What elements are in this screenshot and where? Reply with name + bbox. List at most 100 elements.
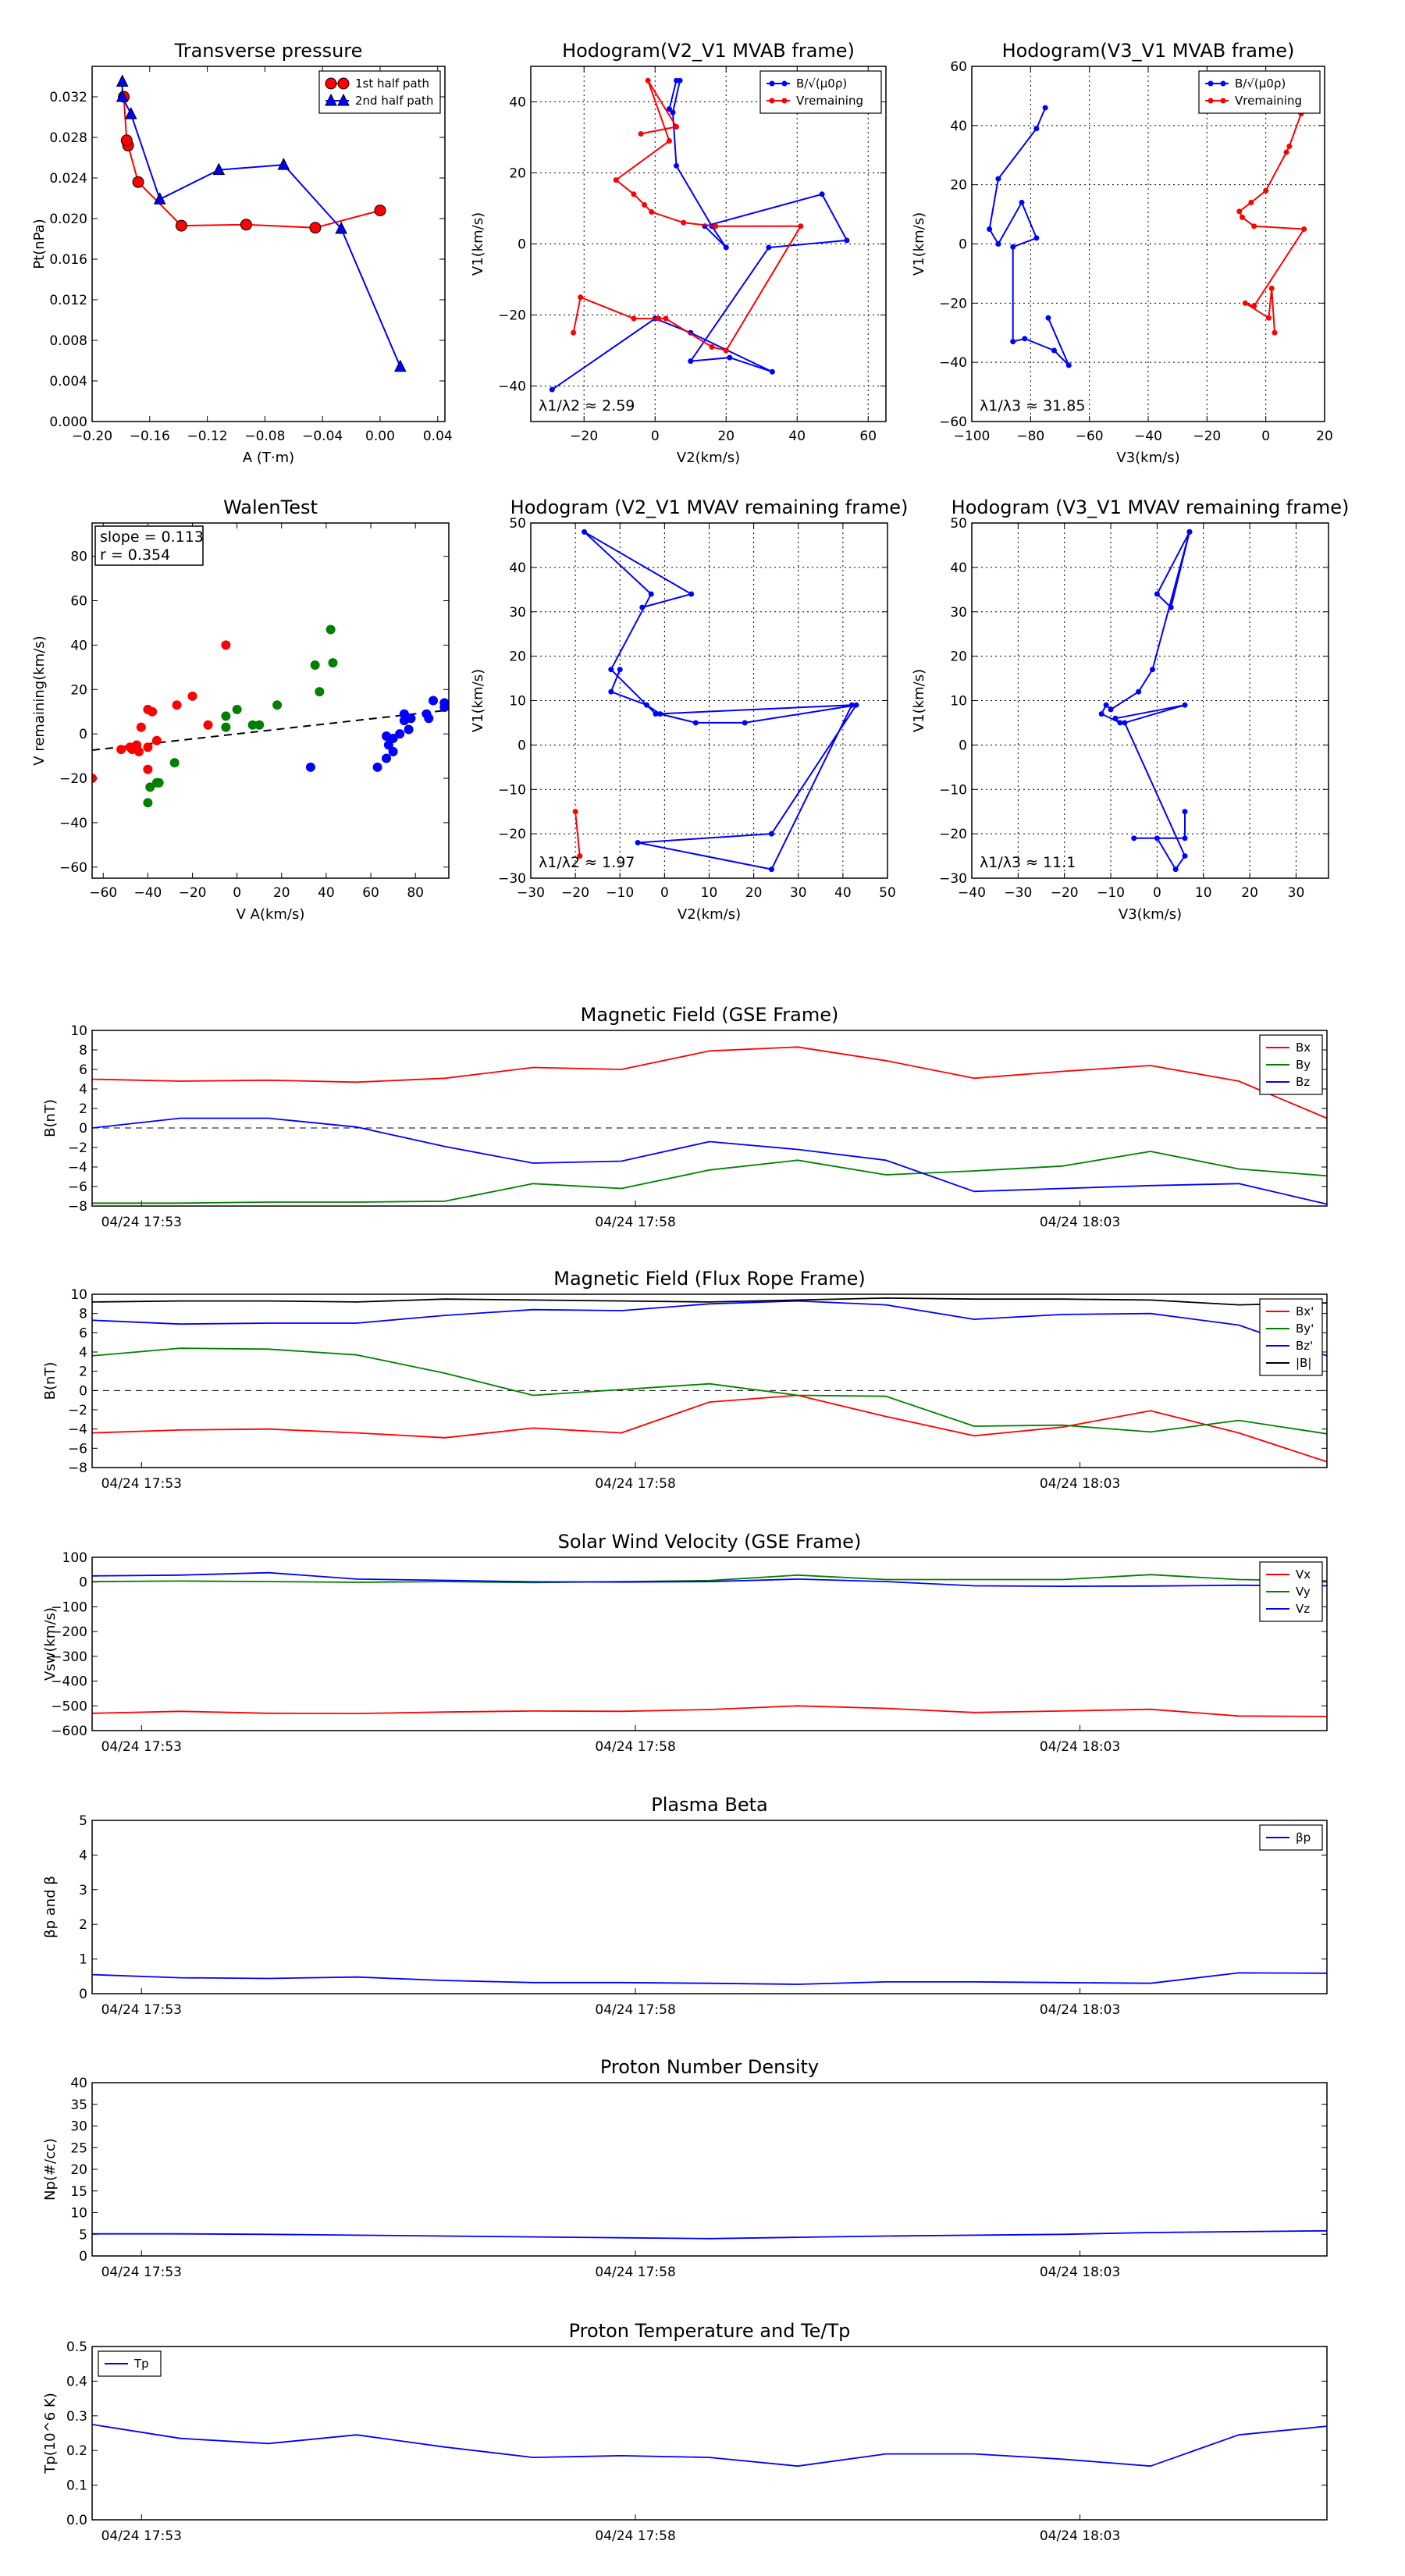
series-line-2: [1238, 113, 1305, 333]
x-tick-label: −10: [606, 885, 634, 901]
series-line-2: [92, 1151, 1327, 1204]
legend-label: 1st half path: [355, 76, 429, 91]
chart-title: Hodogram(V3_V1 MVAB frame): [1002, 40, 1295, 62]
y-tick-label: 20: [950, 649, 967, 665]
y-axis-label: V1(km/s): [470, 669, 486, 732]
y-tick-label: −60: [59, 860, 87, 876]
y-tick-label: 2: [79, 1101, 87, 1117]
data-point: [1251, 303, 1257, 309]
data-point: [657, 711, 663, 717]
x-tick-label: −30: [517, 885, 545, 901]
y-tick-label: 0.000: [49, 415, 87, 430]
data-point: [1186, 528, 1193, 535]
data-point: [153, 192, 166, 205]
legend-label: Bx: [1296, 1041, 1311, 1055]
plot-area: [92, 1297, 1327, 1463]
y-tick-label: −40: [59, 816, 87, 831]
legend-marker: [325, 93, 337, 106]
x-axis-label: V3(km/s): [1119, 906, 1182, 923]
y-tick-label: 2: [79, 1364, 87, 1380]
series-line-4: [92, 1297, 1327, 1306]
y-tick-label: 15: [70, 2184, 87, 2200]
data-point: [143, 742, 153, 753]
data-point: [1283, 149, 1289, 155]
data-point: [187, 691, 197, 701]
plot-area: [92, 1972, 1327, 1985]
data-point: [768, 866, 774, 873]
y-tick-label: 0.3: [66, 2409, 87, 2425]
data-point: [742, 720, 748, 726]
fit-stats-box: [94, 525, 204, 566]
x-tick-label: 60: [362, 885, 379, 901]
y-tick-label: 40: [509, 560, 526, 576]
y-tick-label: −30: [939, 871, 967, 887]
x-tick-label: 04/24 17:58: [595, 2002, 675, 2018]
x-tick-label: −20: [570, 429, 598, 444]
axes-frame: [91, 66, 446, 422]
data-point: [315, 687, 325, 697]
data-point: [240, 219, 252, 231]
chart-title: Transverse pressure: [174, 40, 363, 62]
x-tick-label: 04/24 18:03: [1040, 2265, 1120, 2280]
y-tick-label: 4: [79, 1082, 87, 1098]
y-tick-label: 10: [70, 1023, 87, 1039]
data-point: [395, 729, 405, 739]
x-tick-label: 10: [701, 885, 718, 901]
data-point: [635, 840, 641, 845]
y-tick-label: 40: [950, 560, 967, 576]
data-point: [645, 77, 651, 84]
y-tick-label: 50: [509, 516, 526, 532]
x-tick-label: 0: [660, 885, 669, 901]
plot-area: [92, 2424, 1327, 2467]
data-point: [325, 624, 336, 635]
y-tick-label: 40: [70, 638, 87, 653]
data-point: [172, 700, 182, 710]
x-tick-label: −30: [1004, 885, 1032, 901]
data-point: [151, 735, 162, 745]
data-point: [305, 762, 315, 772]
data-point: [572, 809, 578, 815]
y-tick-label: 10: [509, 694, 526, 710]
legend-marker: [337, 93, 350, 106]
data-point: [653, 711, 659, 717]
y-tick-label: 4: [79, 1848, 87, 1863]
y-axis-label: Tp(10^6 K): [42, 2393, 59, 2474]
y-tick-label: −20: [939, 296, 967, 311]
data-point: [439, 703, 449, 713]
y-tick-label: 0: [518, 738, 526, 753]
x-tick-label: 40: [318, 885, 335, 901]
y-tick-label: 2: [79, 1917, 87, 1933]
y-tick-label: 4: [79, 1345, 87, 1361]
x-axis-label: V2(km/s): [677, 450, 740, 466]
x-tick-label: −0.16: [130, 429, 170, 444]
chart-title: Hodogram(V2_V1 MVAB frame): [562, 40, 855, 62]
y-tick-label: −100: [51, 1599, 87, 1615]
x-tick-label: −80: [1016, 429, 1044, 444]
x-tick-label: −20: [561, 885, 589, 901]
data-point: [638, 130, 644, 137]
x-tick-label: −20: [179, 885, 207, 901]
data-point: [232, 704, 242, 714]
y-tick-label: 30: [509, 605, 526, 621]
x-tick-label: −0.04: [302, 429, 343, 444]
data-point: [995, 176, 1001, 182]
data-point: [382, 753, 392, 763]
data-point: [631, 315, 637, 322]
legend: B/√(μ0ρ) Vremaining: [759, 70, 882, 114]
x-tick-label: 04/24 17:58: [595, 1739, 675, 1755]
axes-frame: [91, 1820, 1328, 1994]
x-tick-label: 20: [745, 885, 763, 901]
data-point: [136, 722, 146, 732]
x-tick-label: 04/24 17:53: [101, 2002, 182, 2018]
y-tick-label: −2: [68, 1140, 87, 1156]
data-point: [1240, 214, 1246, 220]
data-point: [617, 667, 623, 673]
series-line-3: [92, 1300, 1327, 1357]
y-axis-label: B(nT): [42, 1099, 59, 1137]
y-tick-label: −2: [68, 1403, 87, 1418]
axes-frame: [91, 2082, 1328, 2257]
x-tick-label: 60: [859, 429, 877, 444]
legend-label: Vremaining: [1235, 94, 1302, 108]
y-tick-label: −300: [51, 1649, 87, 1665]
series-line-2: [121, 81, 401, 368]
